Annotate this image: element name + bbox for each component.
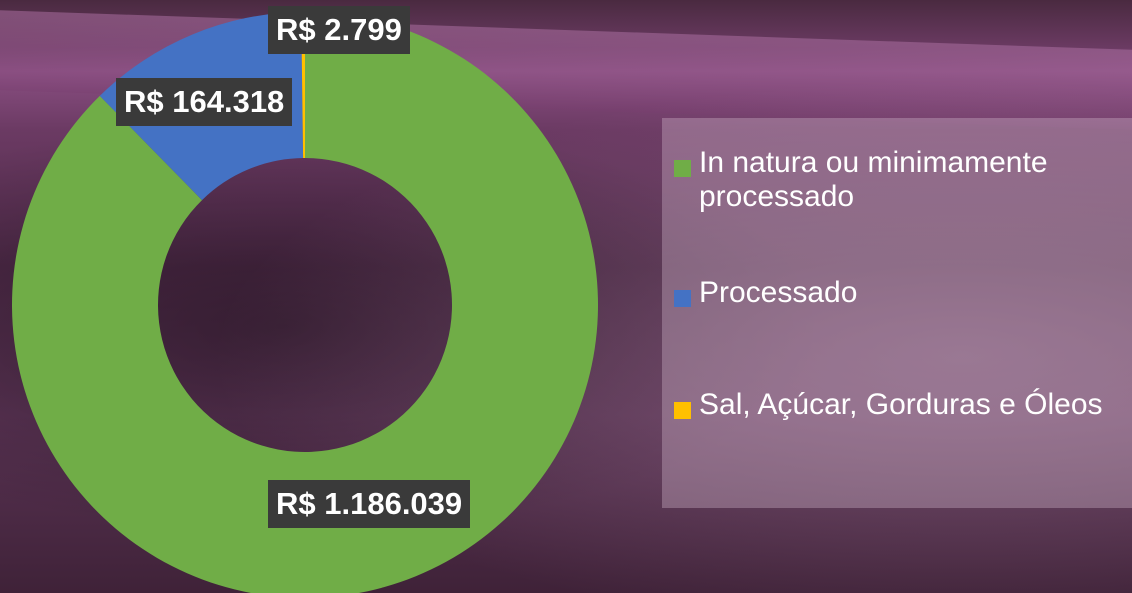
legend-label: Sal, Açúcar, Gorduras e Óleos: [699, 388, 1129, 422]
legend-label: In natura ou minimamente processado: [699, 146, 1129, 214]
legend-swatch: [674, 290, 691, 307]
value-label: R$ 164.318: [116, 78, 292, 126]
legend-item: Sal, Açúcar, Gorduras e Óleos: [674, 388, 1132, 422]
value-label: R$ 2.799: [268, 6, 410, 54]
value-label: R$ 1.186.039: [268, 480, 470, 528]
legend-item: In natura ou minimamente processado: [674, 146, 1132, 214]
legend-swatch: [674, 402, 691, 419]
page: R$ 2.799 R$ 164.318 R$ 1.186.039 In natu…: [0, 0, 1132, 593]
legend: In natura ou minimamente processado Proce…: [662, 118, 1132, 508]
legend-swatch: [674, 160, 691, 177]
legend-label: Processado: [699, 276, 1129, 310]
legend-item: Processado: [674, 276, 1132, 310]
